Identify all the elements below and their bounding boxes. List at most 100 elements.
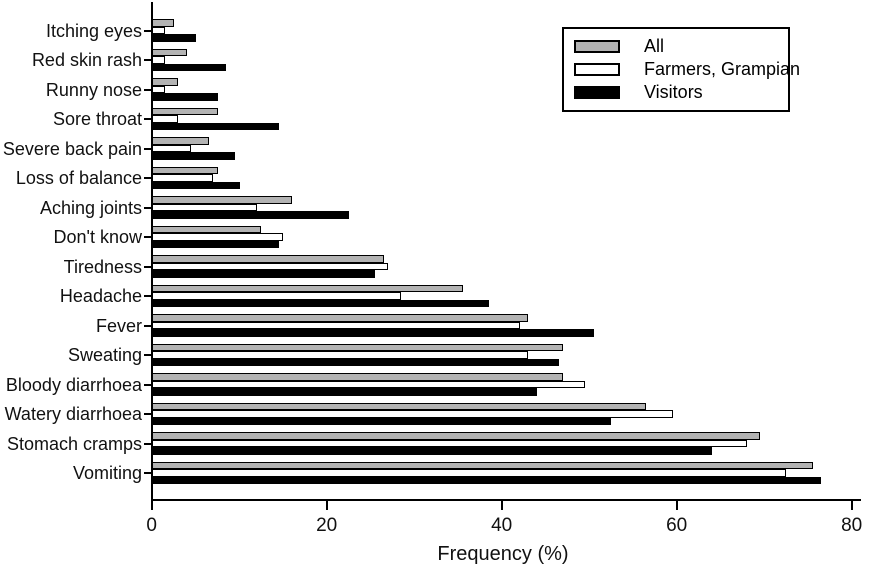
bar-all	[152, 402, 647, 411]
bar-all	[152, 19, 174, 27]
x-axis-tick-label: 0	[146, 515, 157, 536]
bar-farmers-grampian	[152, 262, 389, 271]
x-axis-tick-label: 20	[316, 515, 338, 536]
legend-label-farmers: Farmers, Grampian	[644, 59, 801, 79]
bar-farmers-grampian	[152, 292, 402, 300]
category-label: Vomiting	[72, 463, 142, 483]
x-axis-tick	[325, 501, 328, 510]
bar-visitors	[152, 122, 279, 131]
bar-all	[152, 225, 262, 234]
x-axis-tick-label: 40	[491, 515, 513, 536]
y-axis-tick	[143, 236, 152, 238]
bar-visitors	[152, 240, 279, 249]
x-axis-tick	[675, 501, 678, 510]
bar-visitors	[152, 476, 822, 485]
x-axis-tick	[850, 501, 853, 510]
bar-visitors	[152, 152, 236, 160]
bar-visitors	[152, 181, 240, 190]
bar-all	[152, 48, 187, 57]
bar-farmers-grampian	[152, 410, 673, 418]
bar-farmers-grampian	[152, 115, 179, 123]
bar-farmers-grampian	[152, 174, 214, 182]
x-axis-tick	[500, 501, 503, 510]
bar-farmers-grampian	[152, 56, 166, 64]
bar-farmers-grampian	[152, 26, 166, 35]
bar-visitors	[152, 270, 376, 278]
bar-all	[152, 373, 564, 381]
y-axis-tick	[143, 442, 152, 445]
bar-visitors	[152, 417, 612, 426]
y-axis-tick	[143, 177, 152, 179]
y-axis-tick	[143, 29, 152, 32]
category-label: Stomach cramps	[6, 433, 142, 454]
y-axis-tick	[143, 354, 152, 356]
legend-swatch-farmers	[574, 63, 620, 76]
bar-visitors	[152, 299, 489, 308]
legend: All Farmers, Grampian Visitors	[562, 27, 800, 112]
y-axis-tick	[143, 206, 152, 209]
bar-all	[152, 284, 463, 293]
y-axis-tick	[143, 265, 152, 268]
legend-label-all: All	[644, 36, 665, 56]
bar-all	[152, 107, 218, 116]
bar-all	[152, 314, 529, 322]
bar-farmers-grampian	[152, 85, 166, 94]
y-axis-tick	[143, 59, 152, 61]
legend-item-farmers: Farmers, Grampian	[564, 59, 800, 81]
category-label: Headache	[59, 286, 142, 306]
bar-all	[152, 196, 292, 204]
x-axis-title: Frequency (%)	[437, 543, 569, 565]
bar-visitors	[152, 93, 218, 101]
x-axis-tick-label: 60	[666, 515, 688, 536]
bar-visitors	[152, 447, 712, 455]
legend-swatch-all	[574, 40, 620, 53]
legend-item-all: All	[564, 36, 788, 58]
y-axis-tick	[143, 472, 152, 474]
bar-farmers-grampian	[152, 321, 520, 330]
bar-all	[152, 166, 218, 175]
category-label: Bloody diarrhoea	[5, 374, 142, 395]
x-axis-tick	[150, 501, 153, 510]
category-label: Sore throat	[52, 109, 142, 129]
bar-all	[152, 343, 564, 352]
bar-farmers-grampian	[152, 144, 192, 153]
bar-visitors	[152, 388, 537, 396]
category-label: Red skin rash	[31, 50, 142, 70]
category-label: Itching eyes	[45, 20, 142, 41]
x-axis-tick-label: 80	[841, 515, 863, 536]
bar-all	[152, 78, 179, 86]
y-axis-tick	[143, 147, 152, 150]
bar-farmers-grampian	[152, 439, 747, 448]
bar-farmers-grampian	[152, 233, 284, 241]
y-axis-tick	[143, 88, 152, 91]
category-label: Sweating	[67, 345, 142, 365]
category-label: Runny nose	[45, 79, 142, 100]
y-axis-tick	[143, 324, 152, 327]
bar-farmers-grampian	[152, 380, 586, 389]
bar-visitors	[152, 329, 594, 337]
legend-item-visitors: Visitors	[564, 82, 788, 104]
category-label: Aching joints	[39, 197, 142, 218]
category-label: Loss of balance	[15, 168, 142, 188]
bar-visitors	[152, 358, 559, 367]
category-label: Fever	[95, 315, 142, 336]
bar-all	[152, 137, 209, 145]
y-axis-tick	[143, 413, 152, 415]
bar-visitors	[152, 211, 349, 219]
y-axis-tick	[143, 295, 152, 297]
bar-visitors	[152, 34, 196, 42]
legend-label-visitors: Visitors	[644, 82, 703, 102]
category-label: Severe back pain	[2, 138, 142, 159]
x-axis-line	[150, 499, 861, 502]
legend-swatch-visitors	[574, 86, 620, 99]
y-axis-tick	[143, 383, 152, 386]
bar-all	[152, 461, 813, 470]
bar-all	[152, 255, 384, 263]
y-axis-line	[150, 2, 154, 501]
y-axis-tick	[143, 118, 152, 120]
bar-farmers-grampian	[152, 469, 787, 477]
bar-farmers-grampian	[152, 203, 257, 212]
category-label: Don't know	[53, 227, 142, 247]
